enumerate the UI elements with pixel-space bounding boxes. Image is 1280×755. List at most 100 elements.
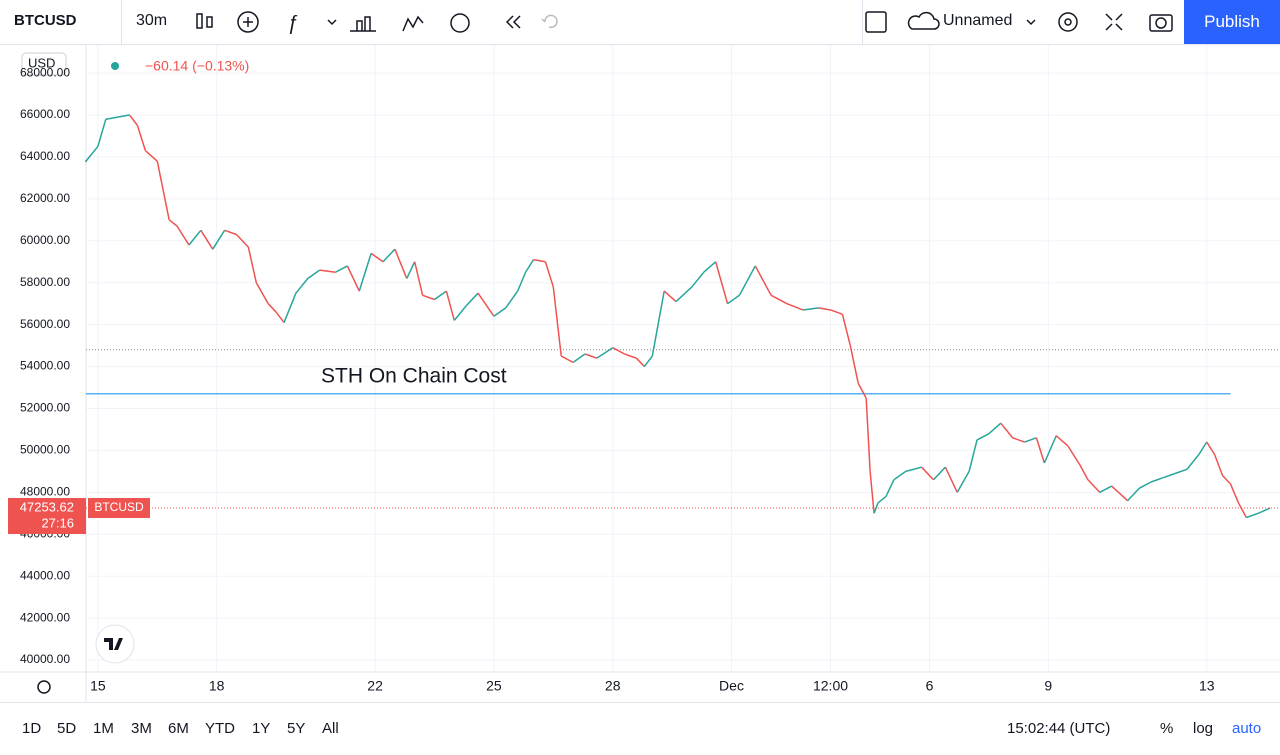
currency-button[interactable] bbox=[21, 52, 67, 76]
price-segment bbox=[105, 116, 118, 120]
price-segment bbox=[1000, 422, 1014, 439]
price-segment bbox=[877, 495, 887, 504]
separator bbox=[121, 0, 122, 44]
range-button[interactable]: 5D bbox=[57, 720, 77, 737]
x-tick-label: 22 bbox=[367, 678, 383, 694]
price-segment bbox=[572, 353, 586, 363]
price-segment bbox=[651, 290, 665, 357]
price-segment bbox=[841, 313, 852, 346]
price-segment bbox=[200, 229, 214, 250]
y-tick-label: 56000.00 bbox=[20, 317, 70, 331]
interval[interactable]: 30m bbox=[136, 12, 168, 29]
x-tick-label: 18 bbox=[209, 678, 225, 694]
price-segment bbox=[136, 125, 147, 151]
price-segment bbox=[1229, 483, 1240, 504]
price-segment bbox=[643, 355, 653, 368]
publish-button[interactable]: Publish bbox=[1184, 0, 1280, 44]
price-segment bbox=[1186, 454, 1200, 470]
price-segment bbox=[976, 432, 990, 441]
price-segment bbox=[1257, 507, 1271, 514]
price-segment bbox=[1035, 437, 1046, 464]
price-segment bbox=[714, 261, 729, 304]
price-segment bbox=[873, 502, 879, 514]
separator bbox=[862, 0, 863, 44]
currency[interactable]: USD bbox=[28, 55, 55, 70]
toolbar-icons-right bbox=[865, 11, 1173, 33]
symbol-tag bbox=[88, 497, 150, 518]
price-segment bbox=[307, 269, 321, 280]
y-tick-label: 54000.00 bbox=[20, 359, 70, 373]
price-segment bbox=[1126, 487, 1140, 502]
range-button[interactable]: 1D bbox=[22, 720, 42, 737]
range-button[interactable]: 3M bbox=[131, 720, 152, 737]
range-button[interactable]: 1M bbox=[93, 720, 114, 737]
price-segment bbox=[453, 305, 467, 321]
price-segment bbox=[283, 292, 297, 323]
price-segment bbox=[533, 258, 546, 263]
fx-icon[interactable]: ƒ bbox=[287, 12, 299, 34]
price-segment bbox=[932, 466, 946, 481]
bottom-bar: 1D 5D 1M 3M 6M YTD 1Y 5Y All 15:02:44 (UTC)% log au… bbox=[0, 702, 1280, 755]
price-segment bbox=[358, 253, 372, 292]
status-dot bbox=[111, 62, 119, 70]
price-segment bbox=[956, 471, 970, 493]
symbol[interactable]: BTCUSD bbox=[14, 12, 77, 29]
x-tick-label: 15 bbox=[90, 678, 106, 694]
layout-name[interactable]: Unnamed bbox=[943, 12, 1013, 29]
price-segment bbox=[786, 302, 804, 311]
price-segment bbox=[1087, 479, 1101, 493]
clock[interactable]: 15:02:44 (UTC) bbox=[1007, 720, 1111, 737]
price-segment bbox=[144, 150, 158, 162]
price-segment bbox=[802, 307, 819, 311]
scale-option[interactable]: log bbox=[1193, 720, 1214, 737]
price-segment bbox=[1162, 472, 1176, 479]
price-segment bbox=[830, 309, 843, 315]
price-segment bbox=[413, 261, 424, 296]
toolbar-icons bbox=[196, 11, 558, 33]
range-button[interactable]: All bbox=[322, 720, 339, 737]
price-segment bbox=[188, 229, 202, 246]
price-segment bbox=[465, 292, 479, 307]
price-segment bbox=[869, 471, 875, 514]
price-segment bbox=[727, 294, 740, 305]
range-button[interactable]: 1Y bbox=[252, 720, 271, 737]
price-segment bbox=[85, 145, 99, 162]
price-segment bbox=[703, 261, 717, 273]
price-segment bbox=[1067, 445, 1081, 466]
price-segment bbox=[584, 353, 598, 359]
price-segment bbox=[524, 259, 535, 273]
scale-option[interactable]: % bbox=[1160, 720, 1174, 737]
price-segment bbox=[1198, 441, 1208, 456]
range-button[interactable]: 6M bbox=[168, 720, 189, 737]
price-segment bbox=[1213, 454, 1224, 476]
x-tick-label: Dec bbox=[719, 678, 744, 694]
y-tick-label: 58000.00 bbox=[20, 275, 70, 289]
price-segment bbox=[675, 286, 693, 303]
scale-option[interactable]: auto bbox=[1232, 720, 1262, 737]
price-segment bbox=[663, 290, 677, 303]
range-button[interactable]: YTD bbox=[205, 720, 235, 737]
price-segment bbox=[319, 269, 336, 273]
price-segment bbox=[422, 294, 435, 301]
x-tick-label: 25 bbox=[486, 678, 502, 694]
y-tick-label: 44000.00 bbox=[20, 568, 70, 582]
price-segment bbox=[505, 290, 519, 309]
price-segment bbox=[738, 265, 756, 296]
range-button[interactable]: 5Y bbox=[287, 720, 306, 737]
price-segment bbox=[944, 466, 958, 493]
price-segment bbox=[624, 353, 637, 359]
price-segment bbox=[346, 265, 360, 292]
price-segment bbox=[295, 278, 309, 294]
price-segment bbox=[1055, 435, 1069, 447]
chart: USD −60.14 (−0.13%) 40000.00 42000.00 4400… bbox=[0, 45, 1280, 702]
price-segment bbox=[370, 252, 384, 263]
price-segment bbox=[818, 307, 831, 311]
price-segment bbox=[255, 282, 269, 305]
price-segment bbox=[1043, 435, 1057, 464]
y-tick-label: 64000.00 bbox=[20, 149, 70, 163]
price-segment bbox=[968, 439, 978, 472]
y-tick-label: 52000.00 bbox=[20, 401, 70, 415]
price-segment bbox=[865, 397, 871, 472]
price-segment bbox=[235, 233, 249, 248]
y-tick-label: 42000.00 bbox=[20, 610, 70, 624]
